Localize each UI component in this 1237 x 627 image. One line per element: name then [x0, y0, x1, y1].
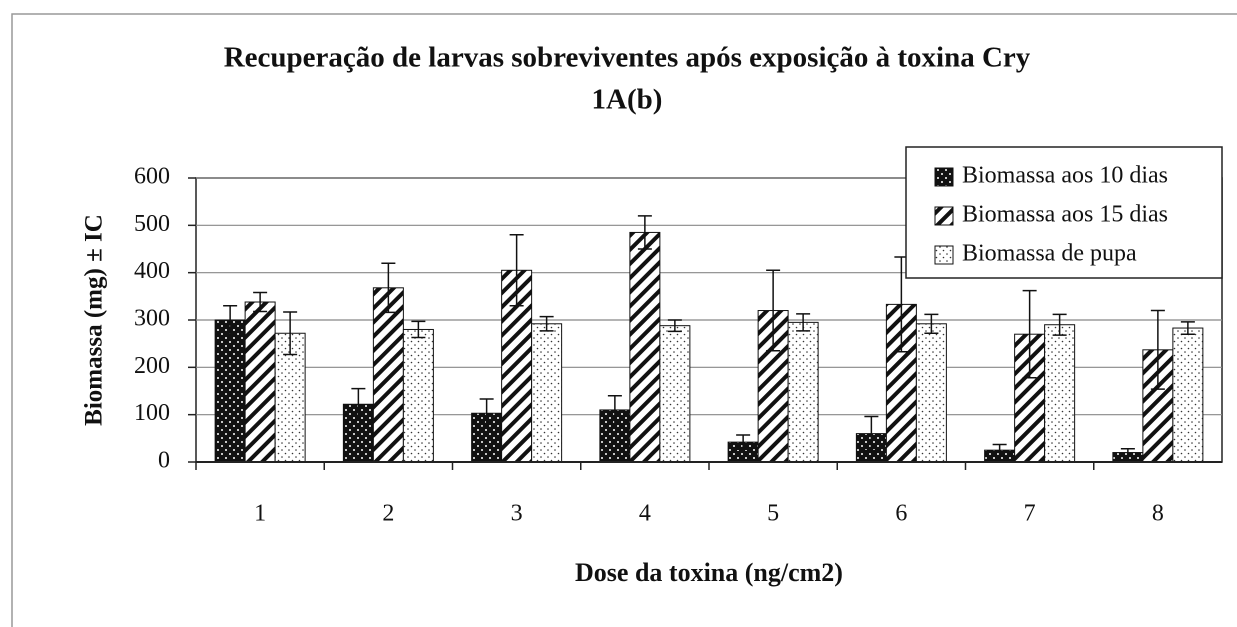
legend-label: Biomassa aos 10 dias: [962, 163, 1168, 189]
error-bar: [1150, 309, 1165, 390]
x-tick-label: 4: [639, 501, 651, 527]
error-bar: [796, 313, 811, 332]
bar: [659, 325, 691, 463]
legend-label: Biomassa aos 15 dias: [962, 202, 1168, 228]
error-bar: [924, 313, 939, 335]
error-bar: [637, 215, 652, 250]
error-bar: [479, 398, 494, 429]
legend-swatch: [934, 167, 954, 187]
error-bar: [223, 305, 238, 335]
y-tick-label: 500: [134, 211, 170, 237]
error-bar: [351, 387, 366, 421]
y-tick-label: 200: [134, 353, 170, 379]
y-axis-label: Biomassa (mg) ± IC: [81, 214, 108, 426]
x-axis-label: Dose da toxina (ng/cm2): [575, 558, 843, 587]
bar: [1044, 324, 1076, 463]
error-bar: [667, 319, 682, 333]
error-bar: [766, 269, 781, 352]
error-bar: [381, 262, 396, 314]
x-tick-label: 7: [1024, 501, 1036, 527]
x-tick-label: 3: [511, 501, 523, 527]
error-bar: [1052, 313, 1067, 336]
x-tick-label: 8: [1152, 501, 1164, 527]
legend-swatch: [934, 206, 954, 226]
bar: [531, 323, 563, 463]
bar: [244, 301, 276, 463]
error-bar: [283, 311, 298, 356]
bar: [1172, 327, 1204, 463]
bar: [629, 231, 661, 463]
chart-title: Recuperação de larvas sobreviventes após…: [224, 42, 1031, 74]
error-bar: [607, 394, 622, 425]
bar: [372, 287, 404, 463]
x-tick-label: 1: [254, 501, 266, 527]
error-bar: [509, 234, 524, 307]
y-tick-label: 600: [134, 164, 170, 190]
x-tick-label: 6: [895, 501, 907, 527]
frame: [11, 13, 1237, 627]
bar: [787, 321, 819, 463]
error-bar: [992, 443, 1007, 457]
bar: [214, 319, 246, 463]
error-bar: [1120, 447, 1135, 458]
error-bar: [253, 291, 268, 313]
y-tick-label: 100: [134, 400, 170, 426]
y-tick-label: 0: [158, 448, 170, 474]
y-tick-label: 300: [134, 306, 170, 332]
error-bar: [864, 415, 879, 452]
bar: [402, 328, 434, 463]
error-bar: [539, 315, 554, 332]
bar: [915, 323, 947, 463]
y-tick-label: 400: [134, 258, 170, 284]
x-tick-label: 2: [382, 501, 394, 527]
legend-label: Biomassa de pupa: [962, 241, 1137, 267]
legend: [905, 146, 1223, 279]
x-tick-label: 5: [767, 501, 779, 527]
error-bar: [1180, 321, 1195, 335]
error-bar: [736, 434, 751, 450]
legend-swatch: [934, 245, 954, 265]
chart-title: 1A(b): [592, 84, 663, 116]
error-bar: [411, 320, 426, 339]
error-bar: [1022, 289, 1037, 379]
